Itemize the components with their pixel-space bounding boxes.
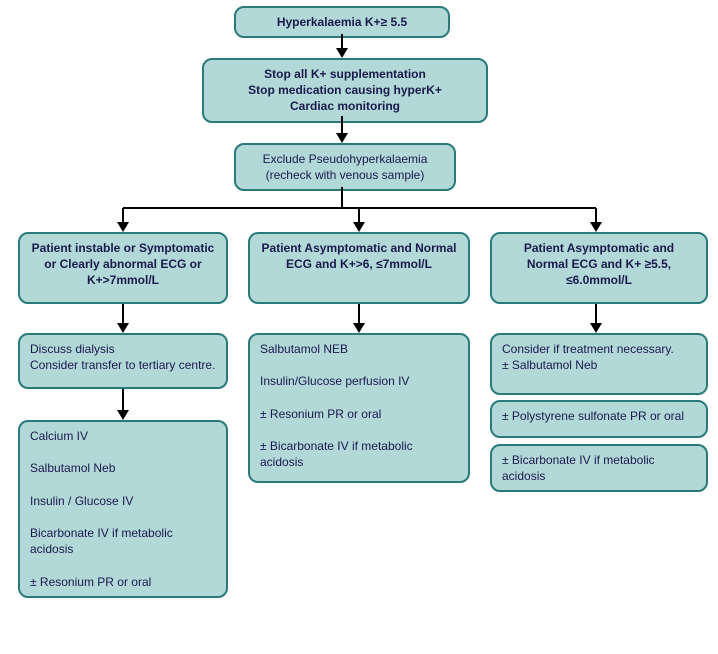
- node-consider-treatment: Consider if treatment necessary.± Salbut…: [490, 333, 708, 395]
- node-stop-supplementation: Stop all K+ supplementationStop medicati…: [202, 58, 488, 123]
- node-patient-instable: Patient instable or Symptomatic or Clear…: [18, 232, 228, 304]
- node-discuss-dialysis: Discuss dialysisConsider transfer to ter…: [18, 333, 228, 389]
- node-patient-asymptomatic-high: Patient Asymptomatic and Normal ECG and …: [248, 232, 470, 304]
- node-patient-asymptomatic-mild: Patient Asymptomatic and Normal ECG and …: [490, 232, 708, 304]
- node-bicarbonate: ± Bicarbonate IV if metabolic acidosis: [490, 444, 708, 492]
- node-polystyrene: ± Polystyrene sulfonate PR or oral: [490, 400, 708, 438]
- node-exclude-pseudo: Exclude Pseudohyperkalaemia(recheck with…: [234, 143, 456, 191]
- node-salbutamol-treatment: Salbutamol NEBInsulin/Glucose perfusion …: [248, 333, 470, 483]
- node-calcium-treatment: Calcium IVSalbutamol NebInsulin / Glucos…: [18, 420, 228, 598]
